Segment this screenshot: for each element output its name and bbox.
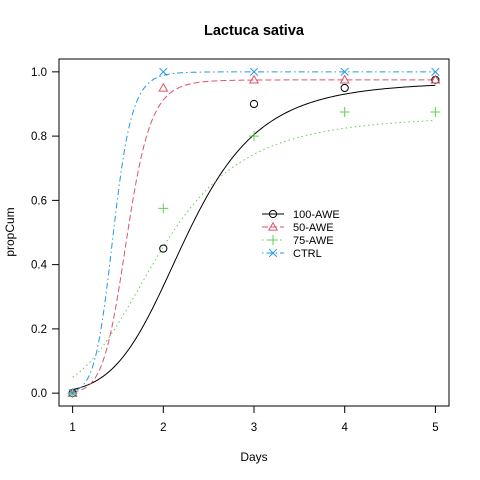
point-75-awe	[158, 203, 169, 214]
point-ctrl	[159, 67, 168, 77]
point-75-awe	[339, 107, 350, 118]
legend-marker	[268, 248, 278, 258]
point-100-awe	[340, 83, 349, 93]
curve-50-awe	[72, 79, 436, 393]
curve-ctrl	[72, 71, 436, 392]
legend-label: 50-AWE	[293, 222, 334, 234]
point-50-awe	[339, 74, 350, 84]
point-50-awe	[430, 74, 441, 84]
legend-label: 100-AWE	[293, 209, 340, 221]
y-tick-label: 0.6	[31, 195, 47, 207]
x-tick-label: 3	[251, 422, 257, 434]
point-100-awe	[159, 244, 168, 253]
chart-title: Lactuca sativa	[204, 23, 305, 39]
point-50-awe	[158, 82, 169, 92]
point-75-awe	[430, 107, 441, 118]
x-tick-label: 5	[432, 422, 438, 434]
y-tick-label: 0.2	[31, 324, 47, 336]
x-tick-label: 2	[160, 422, 166, 434]
x-axis-label: Days	[240, 450, 267, 464]
y-axis-label: propCum	[3, 207, 17, 256]
y-tick-label: 0.4	[31, 260, 48, 272]
legend-label: 75-AWE	[293, 235, 334, 247]
x-tick-label: 4	[341, 422, 348, 434]
point-100-awe	[249, 99, 259, 109]
point-50-awe	[248, 74, 260, 84]
plot-frame	[58, 58, 450, 407]
y-tick-label: 1.0	[31, 67, 47, 79]
curve-75-awe	[72, 119, 436, 378]
y-tick-label: 0.8	[31, 131, 47, 143]
legend-marker	[268, 235, 278, 245]
point-75-awe	[249, 131, 259, 142]
legend-marker	[268, 209, 278, 219]
legend-marker	[267, 221, 279, 231]
y-axis: 0.0 0.2 0.4 0.6 0.8 1.0	[31, 67, 60, 400]
legend-label: CTRL	[293, 248, 322, 260]
point-ctrl	[431, 67, 440, 77]
y-tick-label: 0.0	[31, 388, 47, 400]
point-ctrl	[68, 388, 77, 398]
fitted-curves	[72, 71, 436, 393]
point-ctrl	[249, 67, 259, 77]
x-tick-label: 1	[69, 422, 75, 434]
data-points	[67, 67, 441, 399]
x-axis: 1 2 3 4 5	[69, 405, 439, 434]
point-ctrl	[340, 67, 349, 77]
